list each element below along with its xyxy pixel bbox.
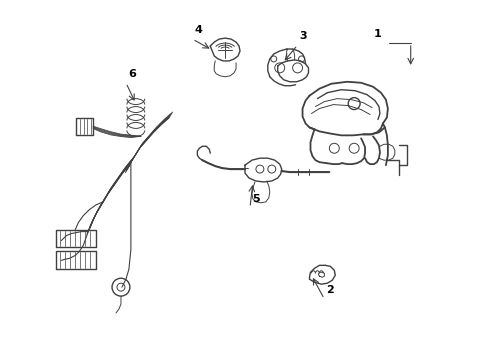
Text: 6: 6 [128, 69, 136, 79]
Text: 1: 1 [372, 29, 380, 39]
Text: 5: 5 [251, 194, 259, 204]
Text: 2: 2 [325, 285, 333, 295]
Text: 3: 3 [299, 31, 306, 41]
Text: 4: 4 [194, 25, 202, 35]
